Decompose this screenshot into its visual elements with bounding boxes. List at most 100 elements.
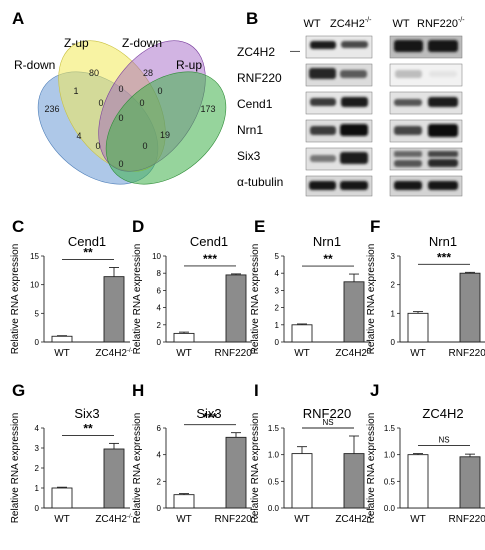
category-label: WT <box>54 514 70 525</box>
bar-wt <box>51 335 73 343</box>
blot-strip <box>389 119 463 143</box>
y-tick-label: 1.0 <box>384 451 396 460</box>
panel-label-j: J <box>370 381 379 400</box>
bar-wt <box>407 312 429 343</box>
category-label: WT <box>54 348 70 359</box>
blot-header-wt-2: WT <box>392 18 409 30</box>
blot-headers: WT ZC4H2-/- WT RNF220-/- <box>303 17 465 30</box>
chart-panel-j: ZC4H2 Relative RNA expression 0.0 0.5 1.0 1.5… <box>366 406 485 525</box>
blot-label-nrn1: Nrn1 <box>237 123 263 137</box>
y-axis-label: Relative RNA expression <box>132 413 143 524</box>
category-label: ZC4H2-/- <box>335 514 372 525</box>
venn-diagram: R-down Z-up Z-down R-up 236 80 28 173 1 … <box>14 36 227 185</box>
panel-label-a: A <box>12 9 24 28</box>
blot-header-zc4h2-sup: -/- <box>365 17 372 24</box>
category-label: RNF220-/- <box>215 514 258 525</box>
venn-count: 173 <box>200 104 215 114</box>
venn-count: 1 <box>73 86 78 96</box>
venn-count: 0 <box>118 84 123 94</box>
panel-b: B WT ZC4H2-/- WT RNF220-/- ZC4H2 — RNF22… <box>237 9 465 197</box>
panel-label-c: C <box>12 217 24 236</box>
venn-count: 19 <box>160 130 170 140</box>
venn-count: 0 <box>98 98 103 108</box>
significance-label: *** <box>437 250 451 264</box>
significance-label: ** <box>83 421 93 435</box>
blot-strip <box>389 35 463 59</box>
blot-strip <box>305 35 373 59</box>
y-tick-label: 2 <box>157 477 162 486</box>
blot-strips-zc4h2 <box>305 35 373 197</box>
y-tick-label: 1 <box>391 309 396 318</box>
panel-label-i: I <box>254 381 259 400</box>
y-tick-label: 5 <box>35 309 40 318</box>
blot-header-zc4h2-name: ZC4H2 <box>330 18 365 30</box>
venn-count: 0 <box>139 98 144 108</box>
chart-title: Six3 <box>196 406 221 421</box>
blot-strip <box>389 147 463 171</box>
category-label: ZC4H2-/- <box>335 348 372 359</box>
venn-count: 0 <box>118 159 123 169</box>
bar-rnf220 <box>225 436 247 509</box>
venn-count: 0 <box>118 113 123 123</box>
y-tick-label: 1.5 <box>384 424 396 433</box>
chart-panel-i: RNF220 Relative RNA expression 0.0 0.5 1.0 1.… <box>250 406 373 525</box>
y-axis-label: Relative RNA expression <box>10 413 21 524</box>
blot-marker-zc4h2: — <box>290 46 300 57</box>
bar-wt <box>173 494 195 509</box>
venn-count: 236 <box>44 104 59 114</box>
y-tick-label: 10 <box>30 281 39 290</box>
chart-title: Nrn1 <box>313 234 341 249</box>
y-tick-label: 0 <box>157 338 162 347</box>
y-tick-label: 1.5 <box>268 424 280 433</box>
y-tick-label: 1 <box>275 321 280 330</box>
y-tick-label: 0.5 <box>268 477 280 486</box>
blot-header-rnf220-name: RNF220 <box>417 18 458 30</box>
y-tick-label: 4 <box>275 269 280 278</box>
bar-rnf220 <box>225 274 247 343</box>
y-tick-label: 4 <box>157 304 162 313</box>
venn-label-r-up: R-up <box>176 58 202 72</box>
y-axis-label: Relative RNA expression <box>366 413 377 524</box>
bar-rnf220 <box>459 272 481 343</box>
y-tick-label: 0 <box>391 338 396 347</box>
category-label: WT <box>410 348 426 359</box>
blot-strip <box>389 63 463 87</box>
category-label: RNF220-/- <box>449 348 485 359</box>
venn-count: 0 <box>142 141 147 151</box>
y-tick-label: 2 <box>275 304 280 313</box>
category-label: RNF220-/- <box>449 514 485 525</box>
bar-rnf220 <box>459 456 481 509</box>
category-label: RNF220-/- <box>215 348 258 359</box>
blot-strip <box>305 147 373 171</box>
y-tick-label: 0 <box>35 338 40 347</box>
y-axis-label: Relative RNA expression <box>10 244 21 355</box>
blot-label-cend1: Cend1 <box>237 97 273 111</box>
y-axis-label: Relative RNA expression <box>132 244 143 355</box>
category-label: WT <box>176 514 192 525</box>
y-tick-label: 4 <box>35 424 40 433</box>
panel-label-e: E <box>254 217 265 236</box>
chart-panel-e: Nrn1 Relative RNA expression 0 1 2 3 4 5 WT ZC4H2… <box>250 234 373 359</box>
chart-panel-f: Nrn1 Relative RNA expression 0 1 2 3 WT RNF220-… <box>366 234 485 359</box>
panel-label-h: H <box>132 381 144 400</box>
chart-title: Nrn1 <box>429 234 457 249</box>
blot-header-rnf220-sup: -/- <box>458 17 465 24</box>
bar-wt <box>51 487 73 509</box>
chart-title: Six3 <box>74 406 99 421</box>
significance-label: *** <box>203 252 217 266</box>
blot-strip <box>389 91 463 115</box>
y-tick-label: 0 <box>157 504 162 513</box>
venn-label-z-down: Z-down <box>122 36 162 50</box>
blot-strip <box>389 175 463 197</box>
y-tick-label: 0 <box>275 338 280 347</box>
y-tick-label: 8 <box>157 269 162 278</box>
chart-title: ZC4H2 <box>422 406 463 421</box>
y-tick-label: 3 <box>35 444 40 453</box>
bar-zc4h2 <box>343 281 365 343</box>
blot-label-tubulin: α-tubulin <box>237 175 283 189</box>
bar-wt <box>173 332 195 343</box>
blot-strip <box>305 175 373 197</box>
chart-panel-g: Six3 Relative RNA expression 0 1 2 3 4 WT ZC4H2-… <box>10 406 133 525</box>
blot-label-zc4h2: ZC4H2 <box>237 45 275 59</box>
